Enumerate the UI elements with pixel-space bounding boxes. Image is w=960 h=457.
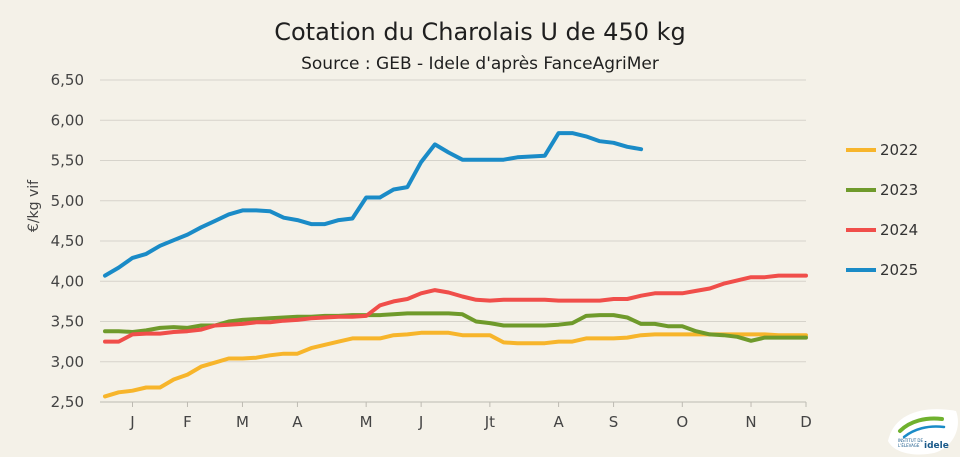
x-tick-label: M [360,413,373,431]
x-tick-label: A [553,413,564,431]
idele-logo: INSTITUT DE L'ÉLEVAGE idele [888,409,958,455]
y-tick-label: 4,00 [51,272,84,290]
logo-brand: idele [924,441,949,451]
legend-label-2022: 2022 [880,141,918,159]
x-tick-label: O [676,413,688,431]
x-axis-ticks: J F M A M J Jt A S O N D [129,402,812,431]
y-axis-label: €/kg vif [26,179,42,232]
x-tick-label: Jt [484,413,495,431]
logo-swoosh-green [898,416,944,433]
x-tick-label: S [609,413,619,431]
legend-label-2025: 2025 [880,261,918,279]
x-tick-label: J [418,413,423,431]
chart-subtitle: Source : GEB - Idele d'après FanceAgriMe… [301,54,659,74]
y-tick-label: 6,50 [51,71,84,89]
y-tick-label: 5,50 [51,152,84,170]
series-line-2024 [103,273,808,344]
y-axis-ticks: 2,50 3,00 3,50 4,00 4,50 5,00 5,50 6,00 6,50 [51,71,84,411]
y-tick-label: 5,00 [51,192,84,210]
gridlines [100,79,806,403]
logo-line2: L'ÉLEVAGE [898,443,920,448]
x-tick-label: D [800,413,812,431]
legend-label-2024: 2024 [880,221,918,239]
y-tick-label: 3,00 [51,353,84,371]
x-tick-label: M [236,413,249,431]
legend-label-2023: 2023 [880,181,918,199]
y-tick-label: 4,50 [51,232,84,250]
logo-swoosh-blue [902,425,946,439]
y-tick-label: 6,00 [51,111,84,129]
series-line-2022 [103,330,808,399]
x-tick-label: F [183,413,192,431]
legend: 2022 2023 2024 2025 [846,141,918,279]
logo-line1: INSTITUT DE [898,438,924,443]
series-lines [103,131,808,399]
y-tick-label: 2,50 [51,393,84,411]
series-line-2025 [103,131,644,278]
x-tick-label: A [292,413,303,431]
y-tick-label: 3,50 [51,313,84,331]
chart-title: Cotation du Charolais U de 450 kg [274,18,686,46]
x-tick-label: N [745,413,756,431]
x-tick-label: J [129,413,134,431]
